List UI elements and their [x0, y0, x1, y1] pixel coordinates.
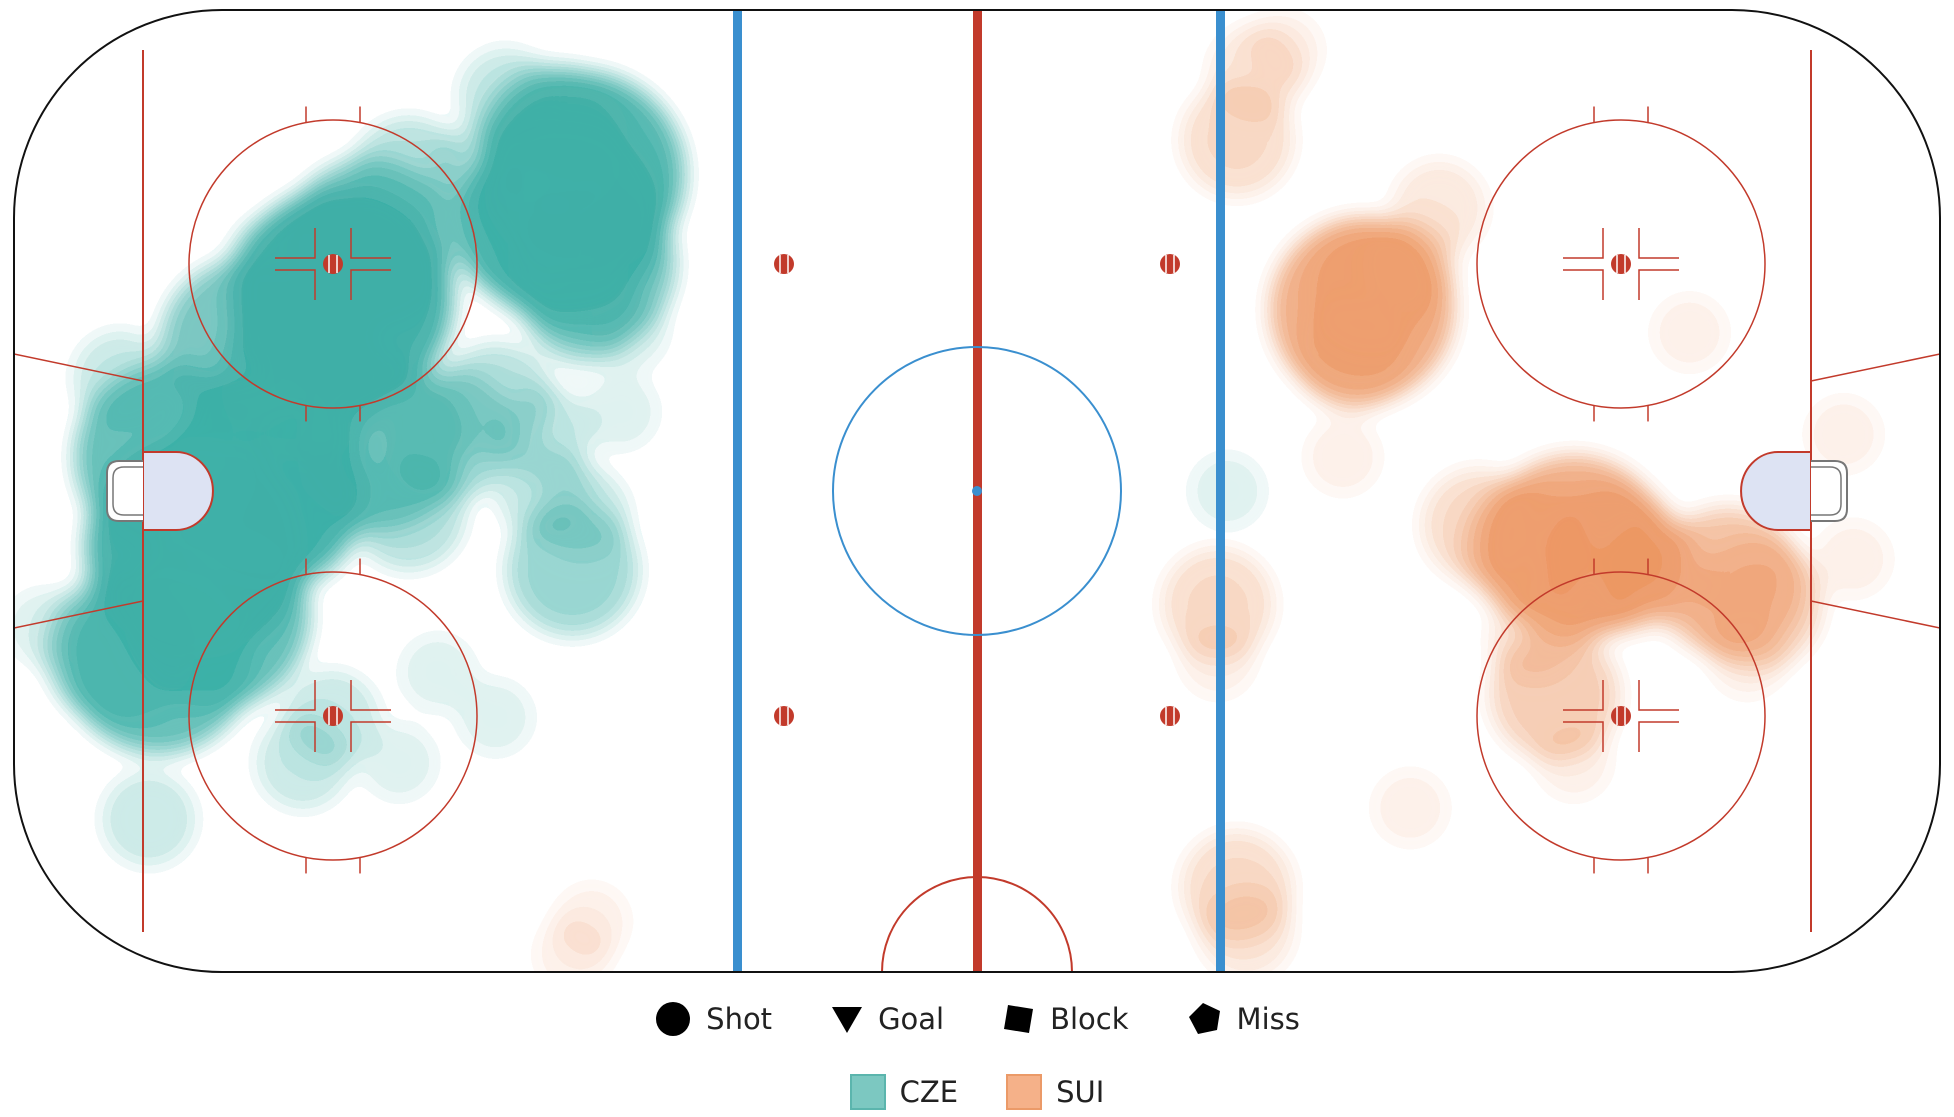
circle-icon — [654, 1000, 692, 1038]
faceoff-dot-left-bottom — [323, 706, 343, 726]
heat-point-cze-38 — [226, 216, 322, 313]
faceoff-circle-right-top — [1476, 106, 1766, 422]
goal-crease-right — [1740, 451, 1812, 531]
faceoff-dot-left-top — [323, 254, 343, 274]
shape-legend: Shot Goal Block Miss — [0, 994, 1954, 1044]
heat-point-cze-32 — [534, 465, 631, 562]
heat-point-cze-29 — [457, 46, 554, 143]
heat-point-sui-26 — [1708, 621, 1787, 700]
hockey-rink-chart — [13, 9, 1941, 973]
legend-label-block: Block — [1050, 1002, 1129, 1036]
faceoff-circle-right-bottom — [1476, 558, 1766, 874]
square-icon — [1002, 1002, 1036, 1036]
heat-point-sui-15 — [1246, 10, 1325, 89]
referee-crease — [881, 876, 1073, 972]
goal-crease-left — [142, 451, 214, 531]
triangle-down-icon — [830, 1002, 864, 1036]
legend-item-miss[interactable]: Miss — [1187, 1001, 1300, 1037]
legend-label-miss: Miss — [1236, 1002, 1300, 1036]
pentagon-icon — [1187, 1001, 1223, 1037]
legend-label-sui: SUI — [1056, 1075, 1105, 1109]
heat-point-cze-39 — [1188, 452, 1267, 530]
heat-point-cze-18 — [71, 329, 168, 426]
heat-point-sui-9 — [1420, 468, 1535, 582]
blue-line-left — [733, 10, 742, 972]
legend-label-cze: CZE — [899, 1075, 959, 1109]
rink-markings — [14, 10, 1940, 972]
heat-point-sui-11 — [1487, 590, 1584, 687]
legend-item-block[interactable]: Block — [1002, 1002, 1129, 1036]
neutral-zone-dot — [774, 254, 794, 274]
heat-point-sui-21 — [1362, 216, 1459, 313]
faceoff-dot-right-bottom — [1611, 706, 1631, 726]
heat-point-cze-8 — [44, 574, 195, 725]
neutral-zone-dot — [1160, 706, 1180, 726]
center-circle — [832, 346, 1122, 636]
trapezoid-left-bottom — [14, 600, 144, 629]
trapezoid-left-top — [14, 353, 144, 382]
goal-net-right-inner — [1811, 466, 1842, 516]
blue-line-right — [1216, 10, 1225, 972]
heat-point-cze-33 — [581, 372, 660, 451]
faceoff-circle-left-bottom — [188, 558, 478, 874]
legend-swatch-cze — [849, 1074, 886, 1110]
center-faceoff-dot — [972, 486, 982, 496]
heat-point-cze-15 — [351, 456, 466, 571]
heat-point-cze-28 — [448, 164, 581, 297]
legend-item-sui[interactable]: SUI — [1006, 1074, 1104, 1110]
trapezoid-right-bottom — [1810, 600, 1940, 629]
heatmap-sui — [533, 10, 1893, 972]
legend-item-cze[interactable]: CZE — [849, 1074, 959, 1110]
heat-point-cze-21 — [351, 117, 466, 232]
heat-point-sui-25 — [1814, 519, 1893, 598]
legend-label-goal: Goal — [878, 1002, 945, 1036]
goal-net-left-inner — [112, 466, 143, 516]
heat-point-sui-27 — [1371, 768, 1450, 847]
heat-point-sui-19 — [1198, 884, 1295, 972]
legend-swatch-sui — [1006, 1074, 1043, 1110]
heat-point-cze-37 — [254, 714, 351, 811]
goal-net-left — [106, 460, 143, 522]
heat-point-cze-17 — [14, 587, 82, 666]
team-legend: CZE SUI — [0, 1067, 1954, 1117]
heat-point-cze-36 — [456, 678, 535, 757]
rink-boards — [13, 9, 1941, 973]
heat-point-cze-20 — [398, 633, 477, 712]
faceoff-dot-right-top — [1611, 254, 1631, 274]
heat-point-sui-29 — [552, 882, 631, 961]
heat-point-sui-2 — [1295, 298, 1410, 413]
legend-label-shot: Shot — [706, 1002, 773, 1036]
trapezoid-right-top — [1810, 353, 1940, 382]
legend-item-goal[interactable]: Goal — [830, 1002, 944, 1036]
neutral-zone-dot — [774, 706, 794, 726]
heat-point-sui-12 — [1535, 723, 1614, 802]
heat-point-cze-34 — [591, 293, 670, 372]
heat-point-sui-23 — [1650, 293, 1729, 372]
goal-net-right — [1811, 460, 1848, 522]
faceoff-circle-left-top — [188, 106, 478, 422]
neutral-zone-dot — [1160, 254, 1180, 274]
heat-point-cze-16 — [100, 771, 197, 868]
heat-point-cze-35 — [360, 723, 439, 802]
heat-point-sui-24 — [1804, 395, 1883, 474]
legend-item-shot[interactable]: Shot — [654, 1000, 772, 1038]
heat-point-sui-22 — [1303, 418, 1382, 496]
